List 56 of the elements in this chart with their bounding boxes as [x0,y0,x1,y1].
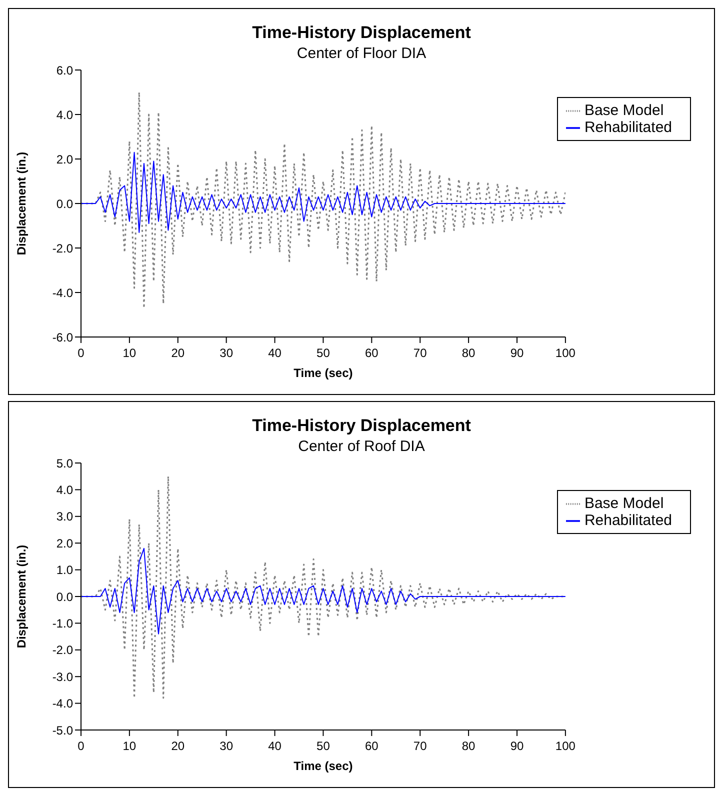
x-tick-label: 60 [364,739,379,753]
x-tick-label: 60 [364,346,379,360]
y-axis-title: Displacement (in.) [14,544,28,648]
y-tick-label: 2.0 [56,152,74,166]
legend-label: Base Model [584,102,664,119]
y-axis-title: Displacement (in.) [14,152,28,256]
y-tick-label: 5.0 [56,456,74,470]
x-tick-label: 0 [78,346,85,360]
legend-label: Rehabilitated [584,512,672,529]
x-tick-label: 90 [510,346,524,360]
y-tick-label: -2.0 [52,643,74,658]
x-tick-label: 80 [462,346,476,360]
y-tick-label: -2.0 [52,241,74,256]
y-tick-label: -6.0 [52,330,74,344]
x-tick-label: 80 [462,739,476,753]
chart-title: Time-History Displacement [251,23,472,43]
x-tick-label: 40 [268,346,282,360]
y-tick-label: -4.0 [52,696,74,711]
y-tick-label: 4.0 [56,108,74,122]
line-series [81,152,566,233]
y-tick-label: -4.0 [52,286,74,300]
y-tick-label: 2.0 [56,536,74,550]
y-tick-label: -1.0 [52,616,74,630]
y-tick-label: -5.0 [52,723,74,738]
x-tick-label: 100 [555,739,576,753]
x-tick-label: 40 [268,739,282,753]
x-tick-label: 100 [555,346,576,360]
x-tick-label: 50 [316,739,330,753]
x-tick-label: 50 [316,346,330,360]
x-tick-label: 70 [413,739,428,753]
legend-label: Rehabilitated [584,119,672,136]
x-tick-label: 30 [220,739,234,753]
y-tick-label: -3.0 [52,670,74,684]
x-tick-label: 10 [122,739,136,753]
x-axis-title: Time (sec) [294,759,353,773]
line-series [81,548,566,634]
x-tick-label: 0 [78,739,85,753]
line-series [81,476,566,699]
y-tick-label: 3.0 [56,510,74,524]
y-tick-label: 6.0 [56,63,74,78]
x-tick-label: 20 [171,346,185,360]
chart-title: Time-History Displacement [251,416,472,436]
x-tick-label: 10 [122,346,136,360]
y-tick-label: 4.0 [56,482,74,497]
x-axis-title: Time (sec) [294,366,353,380]
y-tick-label: 0.0 [56,590,74,604]
y-tick-label: 1.0 [56,563,74,578]
x-tick-label: 90 [510,739,524,753]
x-tick-label: 70 [413,346,428,360]
legend-label: Base Model [584,495,664,512]
chart-subtitle: Center of Floor DIA [296,45,428,62]
line-series [81,92,566,309]
chart-subtitle: Center of Roof DIA [297,438,426,455]
x-tick-label: 20 [171,739,185,753]
y-tick-label: 0.0 [56,196,74,211]
x-tick-label: 30 [220,346,234,360]
